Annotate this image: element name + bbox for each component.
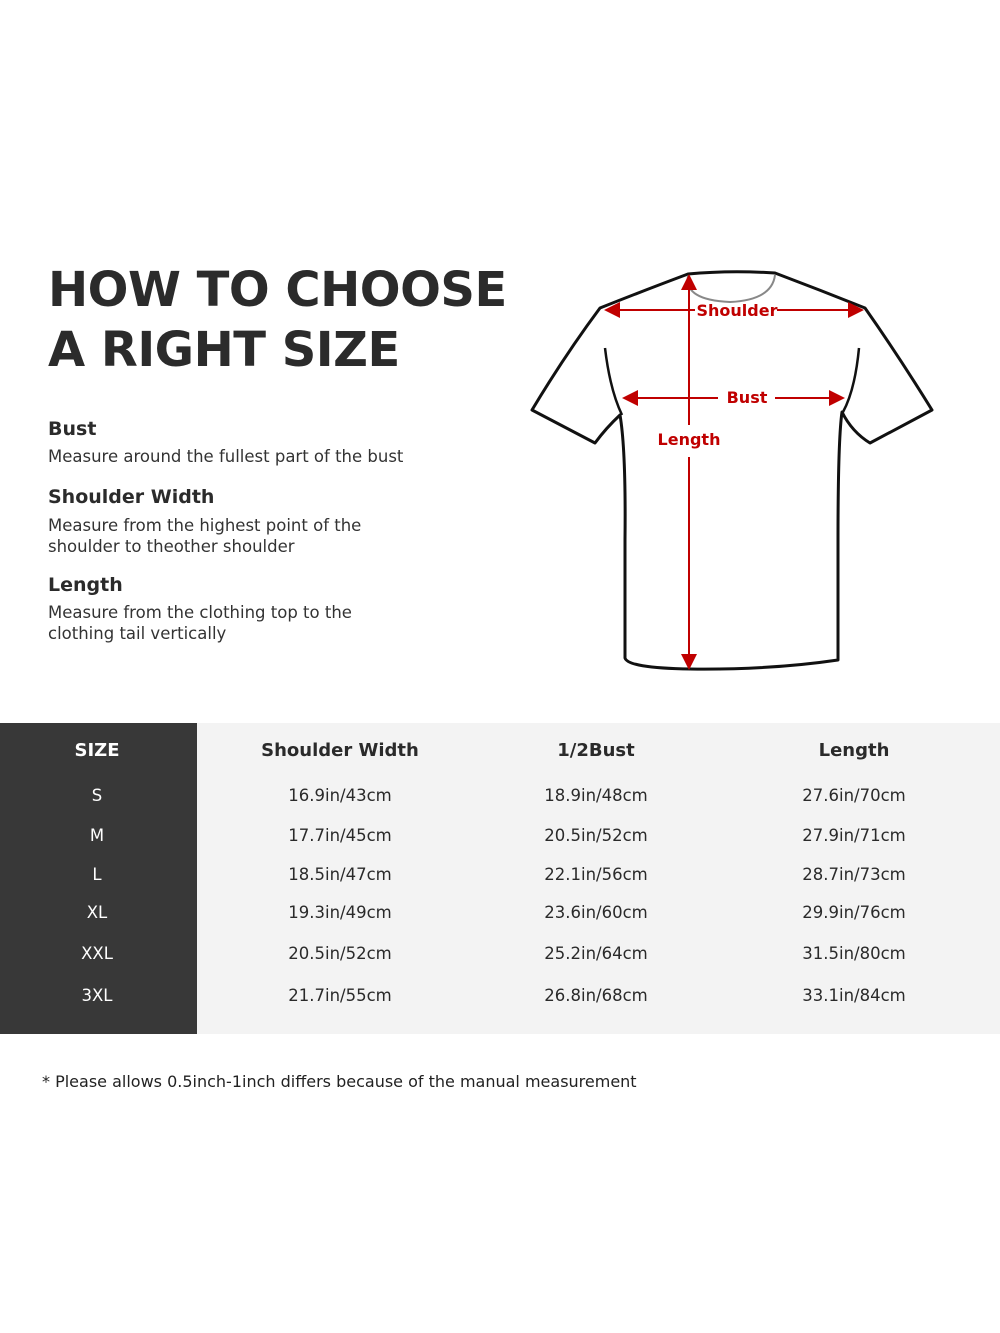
header-length: Length — [818, 740, 890, 761]
desc-line: Measure from the clothing top to the — [48, 603, 352, 622]
desc-line: shoulder to theother shoulder — [48, 537, 295, 556]
cell-size: S — [91, 786, 103, 805]
page-title: HOW TO CHOOSE A RIGHT SIZE — [48, 260, 507, 380]
cell-half-bust: 25.2in/64cm — [544, 944, 648, 963]
length-label: Length — [658, 430, 721, 449]
tshirt-diagram: Shoulder Bust Length — [530, 270, 934, 671]
cell-half-bust: 18.9in/48cm — [544, 786, 648, 805]
title-line-2: A RIGHT SIZE — [48, 322, 400, 378]
cell-length: 27.9in/71cm — [802, 826, 906, 845]
tshirt-outline — [530, 270, 934, 671]
measurement-note: * Please allows 0.5inch-1inch differs be… — [42, 1072, 637, 1091]
cell-shoulder-width: 17.7in/45cm — [288, 826, 392, 845]
cell-shoulder-width: 19.3in/49cm — [288, 903, 392, 922]
term-bust: Bust — [48, 418, 97, 440]
cell-length: 33.1in/84cm — [802, 986, 906, 1005]
bust-label: Bust — [727, 388, 768, 407]
header-shoulder-width: Shoulder Width — [261, 740, 419, 761]
cell-size: XXL — [81, 944, 113, 963]
cell-half-bust: 20.5in/52cm — [544, 826, 648, 845]
title-line-1: HOW TO CHOOSE — [48, 262, 507, 318]
shoulder-label: Shoulder — [697, 301, 778, 320]
desc-length: Measure from the clothing top to the clo… — [48, 602, 438, 644]
cell-length: 31.5in/80cm — [802, 944, 906, 963]
cell-size: 3XL — [81, 986, 113, 1005]
cell-half-bust: 23.6in/60cm — [544, 903, 648, 922]
cell-size: XL — [86, 903, 108, 922]
cell-shoulder-width: 21.7in/55cm — [288, 986, 392, 1005]
cell-size: L — [92, 865, 102, 884]
cell-shoulder-width: 18.5in/47cm — [288, 865, 392, 884]
cell-shoulder-width: 20.5in/52cm — [288, 944, 392, 963]
desc-line: Measure from the highest point of the — [48, 516, 362, 535]
size-column-bg — [0, 723, 197, 1034]
cell-size: M — [89, 826, 105, 845]
cell-half-bust: 22.1in/56cm — [544, 865, 648, 884]
armhole-right — [841, 347, 861, 413]
cell-length: 27.6in/70cm — [802, 786, 906, 805]
cell-half-bust: 26.8in/68cm — [544, 986, 648, 1005]
armhole-left — [603, 347, 624, 416]
term-shoulder-width: Shoulder Width — [48, 486, 215, 508]
desc-shoulder-width: Measure from the highest point of the sh… — [48, 515, 438, 557]
term-length: Length — [48, 574, 123, 596]
header-size: SIZE — [74, 740, 120, 761]
cell-length: 28.7in/73cm — [802, 865, 906, 884]
desc-bust: Measure around the fullest part of the b… — [48, 447, 404, 466]
size-table: SIZE Shoulder Width 1/2Bust Length S 16.9in/4… — [0, 723, 1000, 1034]
desc-line: clothing tail vertically — [48, 624, 227, 643]
cell-shoulder-width: 16.9in/43cm — [288, 786, 392, 805]
cell-length: 29.9in/76cm — [802, 903, 906, 922]
header-half-bust: 1/2Bust — [557, 740, 635, 761]
